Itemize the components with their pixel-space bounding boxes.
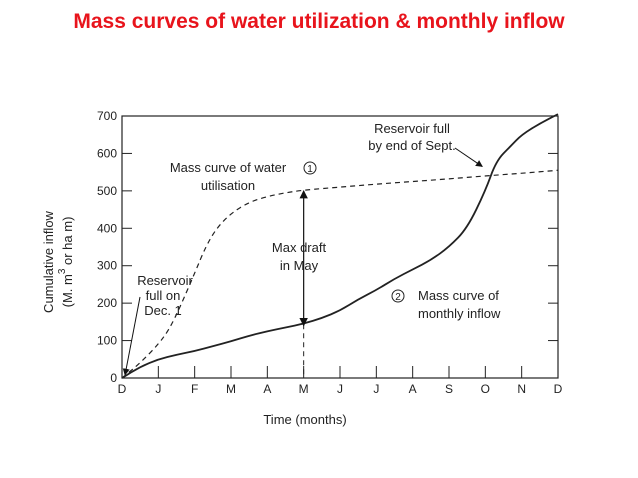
- y-axis-title-sup: 3: [57, 268, 68, 274]
- x-tick-label: M: [299, 382, 309, 396]
- annot-inflow-line1: Mass curve of: [418, 288, 499, 303]
- y-tick-label: 200: [97, 296, 117, 310]
- y-axis-title-line1: Cumulative inflow: [41, 210, 56, 312]
- marker-number-2: 2: [395, 292, 401, 303]
- y-tick-label: 300: [97, 259, 117, 273]
- y-axis-title-line2: (M. m3 or ha m): [57, 217, 75, 308]
- x-tick-label: J: [155, 382, 161, 396]
- annot-reservoir-dec-line2: full on: [146, 288, 181, 303]
- y-tick-label: 100: [97, 334, 117, 348]
- x-tick-label: D: [554, 382, 563, 396]
- series-line-1: [121, 169, 559, 379]
- annot-max-draft-line1: Max draft: [272, 240, 327, 255]
- marker-circle-2: [391, 289, 405, 303]
- series-lines: [121, 113, 559, 379]
- x-tick-label: M: [226, 382, 236, 396]
- y-tick-label: 400: [97, 221, 117, 235]
- y-tick-label: 700: [97, 109, 117, 123]
- sept-arrow: [454, 147, 483, 167]
- y-tick-label: 500: [97, 184, 117, 198]
- annotations: [122, 147, 483, 376]
- x-tick-label: O: [481, 382, 490, 396]
- annot-utilisation-line1: Mass curve of water: [170, 160, 287, 175]
- annot-reservoir-dec-line1: Reservoir: [137, 273, 193, 288]
- annot-reservoir-dec-line3: Dec. 1: [144, 303, 182, 318]
- x-axis-title: Time (months): [263, 412, 346, 427]
- slide-title: Mass curves of water utilization & month…: [73, 10, 565, 33]
- dec-arrow: [122, 296, 141, 376]
- annot-utilisation-line2: utilisation: [201, 178, 255, 193]
- annot-reservoir-full-sept-line2: by end of Sept.: [368, 138, 455, 153]
- series-line-2: [121, 113, 559, 379]
- x-tick-label: A: [409, 382, 417, 396]
- x-tick-label: A: [263, 382, 271, 396]
- x-tick-label: J: [337, 382, 343, 396]
- x-tick-label: J: [373, 382, 379, 396]
- marker-circle-1: [303, 161, 317, 175]
- x-tick-label: S: [445, 382, 453, 396]
- axes: [121, 115, 559, 379]
- y-tick-label: 0: [110, 371, 117, 385]
- y-tick-label: 600: [97, 146, 117, 160]
- x-tick-label: D: [118, 382, 127, 396]
- marker-number-1: 1: [307, 164, 313, 175]
- x-tick-label: N: [517, 382, 526, 396]
- x-tick-label: F: [191, 382, 198, 396]
- annot-inflow-line2: monthly inflow: [418, 306, 501, 321]
- annot-reservoir-full-sept-line1: Reservoir full: [374, 121, 450, 136]
- y-axis-title-post: or ha m): [60, 217, 75, 269]
- plot-frame: [121, 115, 559, 379]
- y-axis-title-pre: (M. m: [60, 274, 75, 307]
- annot-max-draft-line2: in May: [280, 258, 319, 273]
